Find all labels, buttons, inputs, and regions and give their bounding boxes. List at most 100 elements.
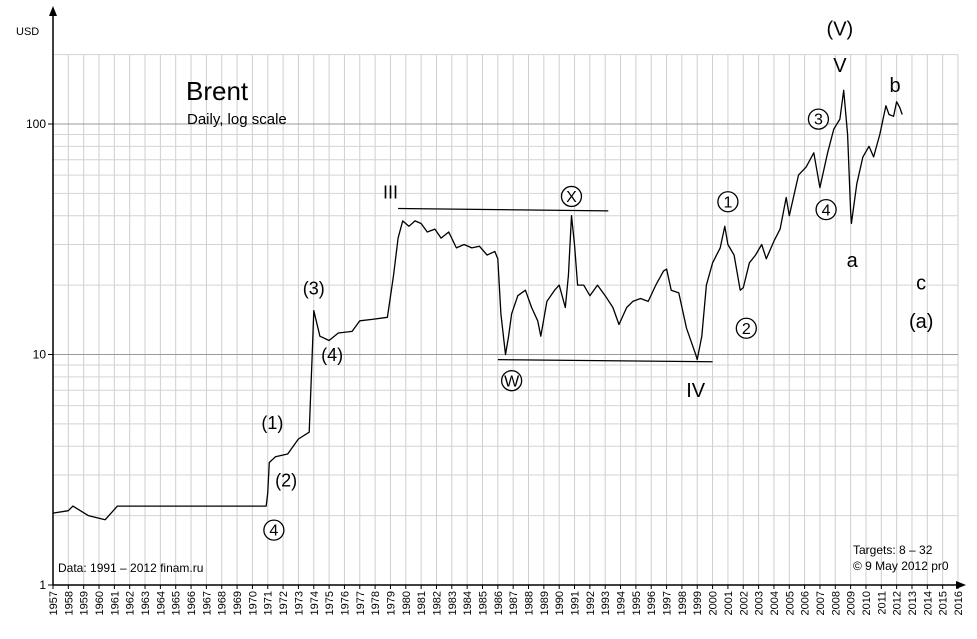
x-tick-label: 1998 xyxy=(677,591,689,615)
x-tick-label: 1958 xyxy=(63,591,75,615)
x-tick-label: 1976 xyxy=(339,591,351,615)
wave-label-circle xyxy=(807,108,830,130)
x-tick-label: 1991 xyxy=(570,591,582,615)
x-tick-label: 2010 xyxy=(861,591,873,615)
x-tick-label: 2013 xyxy=(907,591,919,615)
wave-label: V xyxy=(833,55,847,77)
x-tick-label: 2001 xyxy=(723,591,735,615)
wave-label-circle xyxy=(717,191,739,213)
wave-label: X xyxy=(566,189,577,206)
x-tick-label: 1996 xyxy=(646,591,658,615)
x-tick-label: 2016 xyxy=(953,591,965,615)
x-tick-label: 1977 xyxy=(355,591,367,615)
x-tick-label: 1981 xyxy=(416,591,428,615)
x-tick-label: 2012 xyxy=(892,591,904,615)
wave-label: (3) xyxy=(303,278,325,298)
x-tick-label: 1983 xyxy=(447,591,459,615)
x-tick-label: 1964 xyxy=(155,591,167,615)
data-source-note: Data: 1991 – 2012 finam.ru xyxy=(58,561,203,575)
x-tick-label: 1987 xyxy=(508,591,520,615)
wave-label: 3 xyxy=(814,112,823,129)
x-tick-label: 1992 xyxy=(585,591,597,615)
axes: USD xyxy=(16,6,966,589)
x-tick-label: 1999 xyxy=(692,591,704,615)
wave-label: (2) xyxy=(275,470,297,490)
x-tick-label: 1975 xyxy=(324,591,336,615)
x-tick-label: 1994 xyxy=(616,591,628,615)
y-axis-arrow-icon xyxy=(49,6,57,16)
x-tick-label: 1957 xyxy=(48,591,60,615)
x-tick-label: 1980 xyxy=(401,591,413,615)
x-tick-label: 1969 xyxy=(232,591,244,615)
y-ticks: 1 10 100 xyxy=(26,117,53,592)
x-tick-label: 1982 xyxy=(431,591,443,615)
wave-label-circle xyxy=(735,317,757,339)
x-tick-label: 1966 xyxy=(186,591,198,615)
x-tick-label: 2015 xyxy=(938,591,950,615)
x-tick-label: 2014 xyxy=(922,591,934,615)
x-tick-label: 1961 xyxy=(109,591,121,615)
x-tick-label: 1997 xyxy=(662,591,674,615)
wave-label-circle xyxy=(815,199,837,221)
y-tick-label: 10 xyxy=(33,348,47,362)
x-tick-label: 1985 xyxy=(477,591,489,615)
x-tick-label: 2004 xyxy=(769,591,781,615)
x-tick-label: 1971 xyxy=(263,591,275,615)
wave-label: b xyxy=(890,75,901,97)
wave-annotations: (1) (2) 4 (3) (4) III X W IV 1 2 3 4 (V) Va b c (a) xyxy=(261,18,933,541)
wave-label-circle xyxy=(263,519,285,541)
x-tick-label: 1959 xyxy=(79,591,91,615)
x-tick-label: 2002 xyxy=(738,591,750,615)
wave-label: (4) xyxy=(321,345,343,365)
wave-label: 1 xyxy=(723,194,732,211)
x-tick-label: 1967 xyxy=(201,591,213,615)
wave-label: III xyxy=(383,183,398,203)
x-tick-label: 2000 xyxy=(708,591,720,615)
y-axis-label: USD xyxy=(16,26,39,38)
wave-label-circle xyxy=(500,370,523,392)
x-tick-label: 1962 xyxy=(125,591,137,615)
x-tick-label: 1979 xyxy=(385,591,397,615)
grid xyxy=(53,54,959,586)
x-tick-label: 2003 xyxy=(754,591,766,615)
x-tick-label: 2008 xyxy=(830,591,842,615)
x-tick-label: 1995 xyxy=(631,591,643,615)
y-tick-label: 100 xyxy=(26,117,46,131)
targets-note: Targets: 8 – 32 xyxy=(853,543,933,557)
x-tick-label: 1986 xyxy=(493,591,505,615)
x-tick-label: 2011 xyxy=(876,591,888,615)
wave-label-circle xyxy=(560,185,583,208)
x-tick-label: 1993 xyxy=(600,591,612,615)
price-series xyxy=(52,89,903,521)
wave-label: c xyxy=(916,273,926,295)
x-tick-label: 1960 xyxy=(94,591,106,615)
x-tick-label: 1970 xyxy=(247,591,259,615)
y-tick-label: 1 xyxy=(39,578,46,592)
x-tick-label: 1988 xyxy=(524,591,536,615)
x-tick-label: 1968 xyxy=(217,591,229,615)
x-tick-label: 1965 xyxy=(171,591,183,615)
copyright-note: © 9 May 2012 pr0 xyxy=(853,559,949,573)
x-tick-label: 1978 xyxy=(370,591,382,615)
wave-label: IV xyxy=(686,380,706,402)
wave-lines xyxy=(398,207,713,363)
wave-label: 4 xyxy=(822,202,831,219)
x-tick-label: 1989 xyxy=(539,591,551,615)
series-line xyxy=(52,89,903,521)
wave-label: W xyxy=(504,373,520,390)
chart-title: Brent xyxy=(186,76,249,106)
x-tick-label: 1972 xyxy=(278,591,290,615)
wave-label: 2 xyxy=(742,321,751,338)
x-tick-label: 1973 xyxy=(293,591,305,615)
wave-line xyxy=(398,207,609,212)
x-tick-label: 1984 xyxy=(462,591,474,615)
x-tick-label: 1963 xyxy=(140,591,152,615)
chart-subtitle: Daily, log scale xyxy=(187,111,287,128)
wave-label: a xyxy=(847,250,859,272)
x-tick-label: 2009 xyxy=(846,591,858,615)
wave-label: (1) xyxy=(261,413,283,433)
x-ticks: 1957 1958 1959 1960 1961 1962 1963 1964 1965 1966… xyxy=(48,585,965,615)
x-tick-label: 2007 xyxy=(815,591,827,615)
wave-label: 4 xyxy=(269,523,278,540)
